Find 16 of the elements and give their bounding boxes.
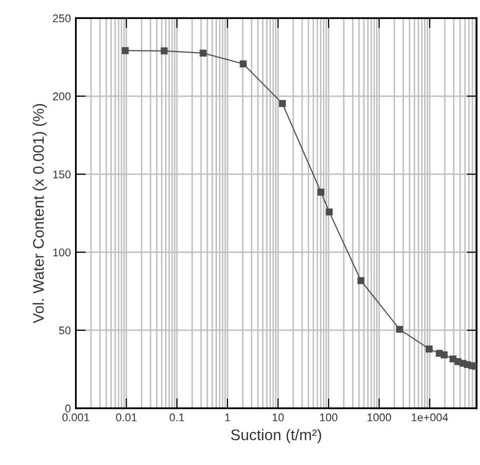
- x-tick-label: 1: [225, 414, 230, 422]
- x-tick-label: 1e+004: [412, 413, 448, 422]
- x-axis-title: Suction (t/m²): [231, 429, 322, 444]
- y-tick-label: 100: [53, 248, 71, 256]
- x-tick-label: 0.1: [170, 413, 184, 422]
- y-tick-label: 200: [53, 92, 71, 100]
- x-tick-label: 10: [272, 413, 284, 422]
- x-tick-label: 1000: [368, 413, 392, 422]
- x-tick-label: 100: [320, 413, 338, 422]
- y-axis-title: Vol. Water Content (x 0.001) (%): [32, 104, 47, 324]
- y-tick-label: 50: [59, 326, 71, 334]
- y-tick-label: 0: [65, 404, 71, 412]
- x-tick-label: 0.001: [62, 413, 90, 422]
- y-tick-label: 250: [53, 14, 71, 22]
- x-tick-label: 0.01: [116, 413, 137, 422]
- y-tick-label: 150: [53, 170, 71, 178]
